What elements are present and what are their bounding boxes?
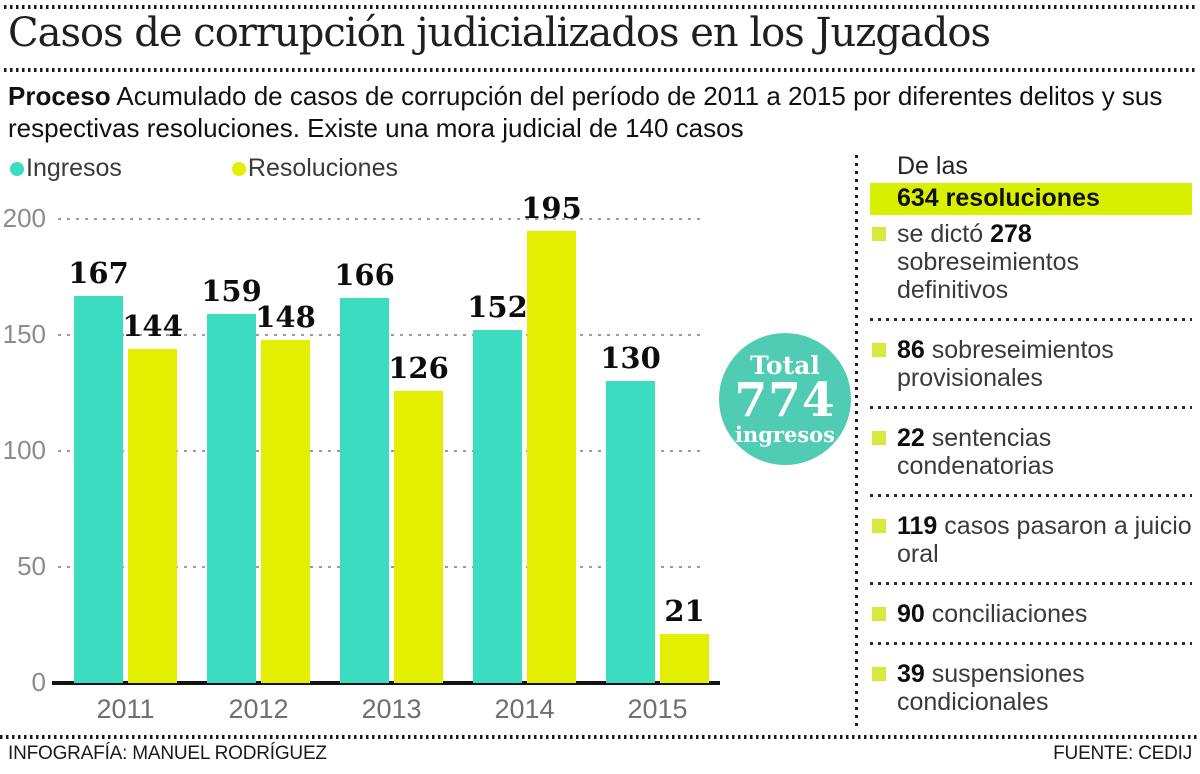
dotted-separator <box>870 318 1192 321</box>
legend-dot-resoluciones-icon <box>231 161 246 176</box>
item-text: sobreseimientos provisionales <box>897 336 1114 392</box>
title-dotted-rule <box>4 68 1196 72</box>
x-axis-label-2014: 2014 <box>494 694 555 724</box>
bullet-square-icon <box>872 343 886 357</box>
footer-dotted-rule <box>0 735 1200 739</box>
dotted-separator <box>870 642 1192 645</box>
item-text: casos pasaron a juicio oral <box>897 512 1192 568</box>
value-label-resoluciones-2012: 148 <box>255 300 316 334</box>
total-badge-label: Total <box>750 350 820 380</box>
bar-ingresos-2015 <box>606 381 655 683</box>
y-axis-tick-100: 100 <box>2 435 46 465</box>
bar-ingresos-2011 <box>74 296 123 683</box>
dotted-separator <box>870 406 1192 409</box>
bullet-square-icon <box>872 227 886 241</box>
bullet-square-icon <box>872 667 886 681</box>
footer: INFOGRAFÍA: MANUEL RODRÍGUEZ FUENTE: CED… <box>8 743 1192 765</box>
breakdown-header-line1: De las <box>897 152 968 180</box>
total-badge-value: 774 <box>734 372 836 428</box>
chart-description: Proceso Acumulado de casos de corrupción… <box>8 80 1190 144</box>
item-text: se dictó <box>897 220 991 248</box>
top-dotted-rule <box>4 5 1196 9</box>
x-axis-label-2013: 2013 <box>361 694 422 724</box>
description-lead: Proceso <box>8 81 111 111</box>
y-axis-tick-150: 150 <box>2 319 46 349</box>
gridline-200 <box>58 218 703 220</box>
breakdown-item: 90 conciliaciones <box>870 600 1192 628</box>
x-axis-label-2011: 2011 <box>96 694 155 724</box>
item-number: 22 <box>897 424 925 452</box>
x-axis-line <box>52 681 720 685</box>
y-axis-tick-0: 0 <box>31 667 46 697</box>
bar-resoluciones-2015 <box>660 634 709 683</box>
breakdown-item: 22 sentencias condenatorias <box>870 424 1192 480</box>
legend-dot-ingresos-icon <box>10 161 24 176</box>
item-number: 39 <box>897 660 925 688</box>
page-title: Casos de corrupción judicializados en lo… <box>8 10 991 56</box>
bullet-square-icon <box>872 607 886 621</box>
bullet-square-icon <box>872 431 886 445</box>
item-text: suspensiones condicionales <box>897 660 1085 716</box>
bullet-square-icon <box>872 519 886 533</box>
total-badge-unit: ingresos <box>734 421 835 447</box>
value-label-ingresos-2013: 166 <box>334 258 395 292</box>
item-number: 86 <box>897 336 925 364</box>
legend-label-ingresos: Ingresos <box>26 154 122 182</box>
resolutions-breakdown: De las 634 resoluciones se dictó 278 sob… <box>870 152 1192 716</box>
bar-resoluciones-2011 <box>128 349 177 683</box>
value-label-resoluciones-2013: 126 <box>388 351 449 385</box>
legend-item-resoluciones: Resoluciones <box>231 154 398 183</box>
sidebar-dotted-divider <box>855 155 858 728</box>
description-text: Acumulado de casos de corrupción del per… <box>8 81 1163 143</box>
bar-resoluciones-2012 <box>261 340 310 683</box>
legend-label-resoluciones: Resoluciones <box>247 154 398 182</box>
total-badge: Total 774 ingresos <box>719 333 851 465</box>
bar-resoluciones-2013 <box>394 391 443 683</box>
x-axis-label-2015: 2015 <box>627 694 688 724</box>
breakdown-item: se dictó 278 sobreseimientos definitivos <box>870 220 1192 304</box>
dotted-separator <box>870 494 1192 497</box>
item-number: 90 <box>897 600 925 628</box>
item-number: 278 <box>990 220 1032 248</box>
value-label-ingresos-2014: 152 <box>467 290 528 324</box>
value-label-ingresos-2015: 130 <box>600 341 661 375</box>
item-number: 119 <box>897 512 938 540</box>
y-axis-tick-200: 200 <box>2 203 46 233</box>
value-label-ingresos-2011: 167 <box>68 256 129 290</box>
value-label-resoluciones-2014: 195 <box>521 191 582 225</box>
breakdown-item: 86 sobreseimientos provisionales <box>870 336 1192 392</box>
breakdown-item: 39 suspensiones condicionales <box>870 660 1192 716</box>
bar-resoluciones-2014 <box>527 231 576 683</box>
value-label-ingresos-2012: 159 <box>201 274 262 308</box>
footer-credit: INFOGRAFÍA: MANUEL RODRÍGUEZ <box>8 743 327 764</box>
legend-item-ingresos: Ingresos <box>10 154 122 183</box>
legend: Ingresos Resoluciones <box>10 154 398 183</box>
y-axis-tick-50: 50 <box>17 551 46 581</box>
bar-ingresos-2014 <box>473 330 522 683</box>
item-text: sobreseimientos definitivos <box>897 248 1080 304</box>
item-text: conciliaciones <box>924 600 1088 628</box>
bar-ingresos-2013 <box>340 298 389 683</box>
item-text: sentencias condenatorias <box>897 424 1055 480</box>
value-label-resoluciones-2011: 144 <box>122 309 183 343</box>
breakdown-header-highlight: 634 resoluciones <box>870 183 1192 215</box>
x-axis-label-2012: 2012 <box>228 694 289 724</box>
footer-source: FUENTE: CEDIJ <box>1053 743 1192 764</box>
breakdown-item: 119 casos pasaron a juicio oral <box>870 512 1192 568</box>
dotted-separator <box>870 582 1192 585</box>
value-label-resoluciones-2015: 21 <box>664 594 705 628</box>
bar-ingresos-2012 <box>207 314 256 683</box>
